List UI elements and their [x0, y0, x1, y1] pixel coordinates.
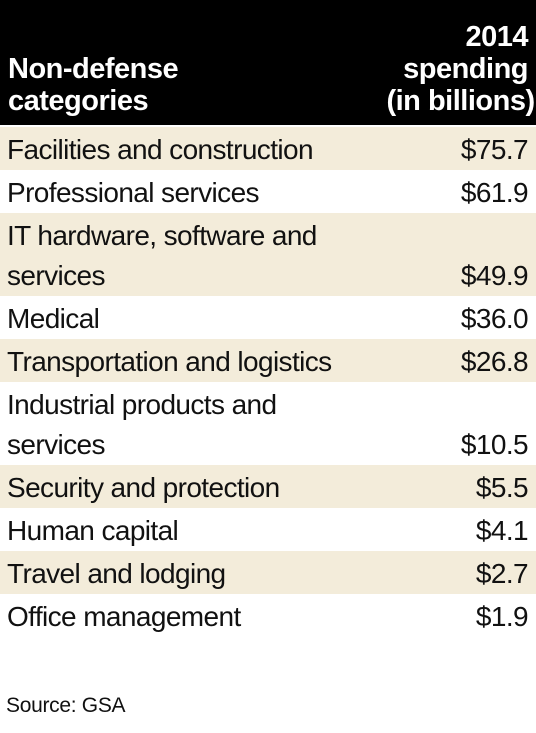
table-row: Facilities and construction $75.7 [0, 127, 536, 170]
table-body: Facilities and construction $75.7 Profes… [0, 125, 536, 637]
row-value: $49.9 [460, 260, 529, 291]
row-category: Medical [7, 303, 100, 334]
row-category: Human capital [7, 515, 179, 546]
row-category-line1: IT hardware, software and [7, 220, 317, 251]
row-value: $26.8 [460, 346, 529, 377]
row-category: Industrial products and services [0, 382, 378, 465]
row-category: Travel and lodging [7, 558, 226, 589]
row-category-line2: services [7, 260, 105, 291]
header-row: Non-defense categories 2014 spending (in… [0, 0, 536, 126]
row-value: $2.7 [475, 558, 529, 589]
header-category-line1: Non-defense [8, 53, 179, 85]
row-category: Facilities and construction [7, 134, 314, 165]
row-category-line2: services [7, 429, 105, 460]
row-category: IT hardware, software and services [0, 213, 378, 296]
spending-table: Non-defense categories 2014 spending (in… [0, 0, 536, 637]
row-category: Office management [7, 601, 241, 632]
row-value: $1.9 [475, 601, 529, 632]
table-row: Office management $1.9 [0, 594, 536, 637]
row-value: $36.0 [460, 303, 529, 334]
source-note: Source: GSA [6, 694, 126, 717]
header-spending-line1: 2014 [465, 21, 528, 53]
header-spending: 2014 spending (in billions) [378, 0, 536, 126]
header-spending-line3: (in billions) [386, 85, 535, 117]
row-value: $61.9 [460, 177, 529, 208]
table-row: Medical $36.0 [0, 296, 536, 339]
table-row: Industrial products and services $10.5 [0, 382, 536, 465]
row-category: Transportation and logistics [7, 346, 332, 377]
row-value: $10.5 [460, 429, 529, 460]
table-row: Travel and lodging $2.7 [0, 551, 536, 594]
spending-table-container: Non-defense categories 2014 spending (in… [0, 0, 536, 637]
header-category: Non-defense categories [0, 0, 378, 126]
table-row: IT hardware, software and services $49.9 [0, 213, 536, 296]
row-category: Professional services [7, 177, 260, 208]
table-row: Human capital $4.1 [0, 508, 536, 551]
table-header: Non-defense categories 2014 spending (in… [0, 0, 536, 126]
table-row: Security and protection $5.5 [0, 465, 536, 508]
row-category-line1: Industrial products and [7, 389, 277, 420]
row-value: $75.7 [460, 134, 529, 165]
row-category: Security and protection [7, 472, 280, 503]
row-value: $4.1 [475, 515, 529, 546]
header-category-line2: categories [8, 85, 149, 117]
row-value: $5.5 [475, 472, 529, 503]
table-row: Transportation and logistics $26.8 [0, 339, 536, 382]
header-spending-line2: spending [403, 53, 528, 85]
table-row: Professional services $61.9 [0, 170, 536, 213]
